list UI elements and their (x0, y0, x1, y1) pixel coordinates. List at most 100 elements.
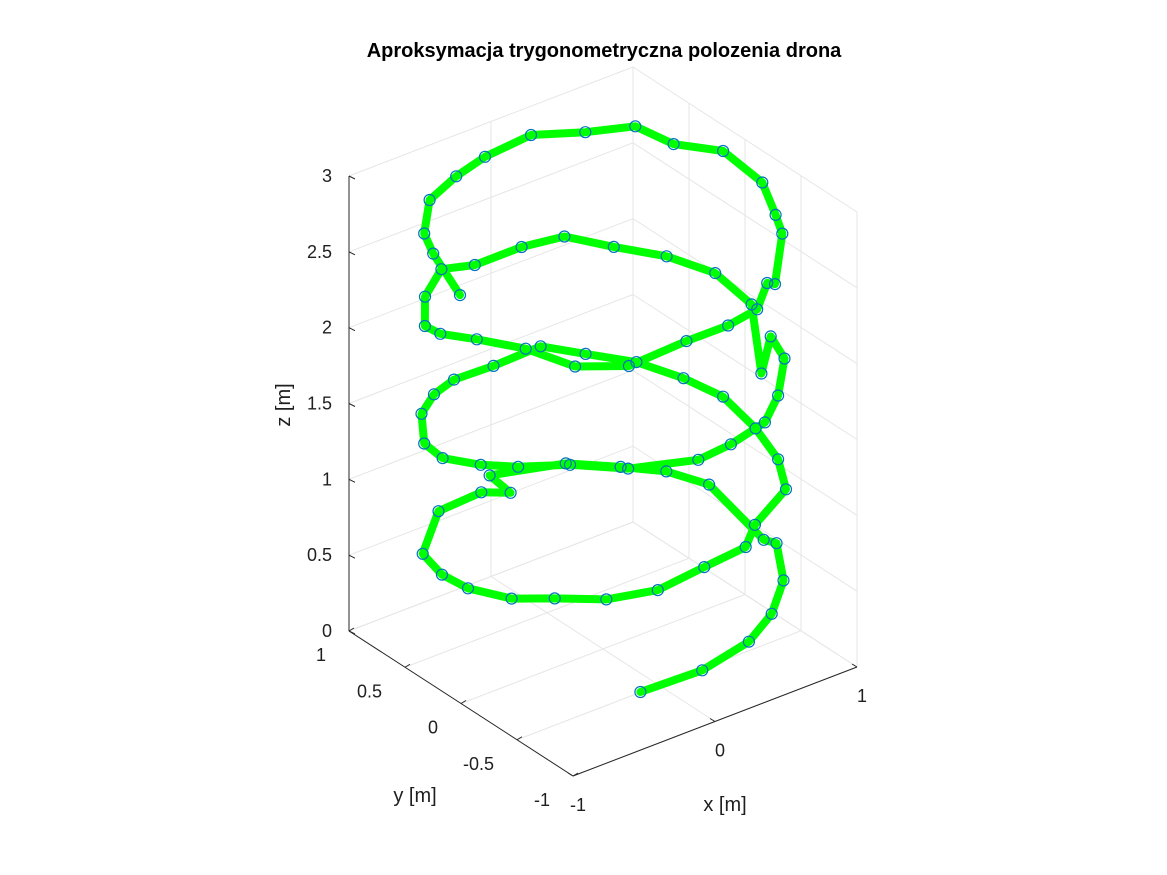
data-point (660, 465, 673, 478)
data-point (776, 227, 789, 240)
x-tick-label: 1 (857, 686, 867, 706)
data-point (614, 460, 627, 473)
data-point (415, 407, 428, 420)
y-tick-mark (348, 627, 355, 632)
data-point (702, 478, 716, 491)
z-tick-label: 3 (322, 166, 332, 186)
data-point (453, 289, 467, 302)
data-point (475, 486, 488, 499)
data-point (418, 437, 431, 450)
grid-line (348, 66, 634, 177)
data-point (447, 373, 461, 386)
data-point (511, 460, 525, 473)
data-point (757, 533, 770, 546)
data-point (770, 537, 783, 550)
y-tick-label: -1 (534, 790, 550, 810)
y-tick-label: 0.5 (357, 681, 382, 701)
data-point (667, 138, 680, 151)
data-point (505, 592, 518, 605)
data-point (651, 583, 664, 597)
data-point (724, 438, 738, 451)
grid-line (348, 142, 634, 253)
data-point (680, 335, 693, 348)
y-tick-mark (516, 736, 523, 741)
data-point (622, 359, 636, 373)
trajectory-line (417, 122, 790, 696)
data-point (416, 547, 429, 560)
grid-line (404, 557, 690, 668)
data-point (579, 347, 592, 360)
data-point (600, 593, 613, 606)
y-tick-label: -0.5 (463, 754, 494, 774)
data-point (450, 170, 463, 183)
grid-line (632, 66, 858, 213)
z-axis-label: z [m] (273, 383, 295, 426)
y-tick-mark (460, 700, 467, 704)
data-point (515, 240, 528, 254)
data-point (758, 416, 772, 429)
z-tick-label: 0 (322, 621, 332, 641)
data-point (435, 568, 449, 581)
data-point (761, 276, 774, 290)
data-point (716, 144, 730, 158)
data-series (415, 120, 793, 699)
data-point (709, 267, 722, 280)
data-point (519, 342, 532, 355)
data-point (487, 359, 500, 372)
data-point (427, 247, 440, 260)
data-point (418, 227, 431, 240)
data-point (563, 458, 577, 471)
data-point (749, 422, 762, 435)
z-tick-label: 2.5 (307, 242, 332, 262)
grid-line (632, 369, 858, 516)
x-tick-mark (567, 772, 574, 777)
data-point (692, 453, 705, 466)
data-point (764, 330, 777, 343)
x-tick-mark (709, 718, 716, 722)
data-point (418, 290, 432, 303)
x-tick-label: -1 (570, 795, 586, 815)
x-axis-label: x [m] (703, 794, 746, 816)
z-tick-mark (348, 175, 356, 180)
z-tick-mark (348, 554, 356, 559)
data-point (739, 540, 752, 554)
data-point (558, 230, 571, 243)
data-point (660, 250, 673, 263)
data-point (504, 486, 517, 499)
grid-line (348, 369, 634, 480)
axes (348, 175, 858, 777)
data-point (751, 303, 764, 316)
tick-labels: -1 0 1 -1 -0.5 0 0.5 1 0 0.5 1 1.5 2 2.5 3 (307, 166, 867, 815)
y-tick-label: 0 (428, 718, 438, 738)
data-point (765, 607, 778, 620)
z-tick-label: 1 (322, 469, 332, 489)
data-point (756, 176, 769, 189)
grid-line (348, 294, 634, 404)
data-point (468, 258, 481, 272)
grid-line (632, 142, 858, 289)
data-point (427, 388, 441, 401)
x-tick-label: 0 (715, 741, 725, 761)
data-point (461, 582, 475, 595)
z-tick-label: 1.5 (307, 394, 332, 414)
data-point (434, 327, 447, 340)
data-point (432, 505, 445, 518)
data-point (607, 240, 620, 253)
data-point (621, 462, 635, 475)
x-tick-mark (851, 663, 858, 668)
data-point (771, 389, 785, 402)
z-tick-label: 2 (322, 318, 332, 338)
data-point (696, 664, 709, 677)
z-tick-label: 0.5 (307, 545, 332, 565)
data-point (435, 263, 448, 276)
data-point (474, 458, 487, 471)
data-point (768, 278, 782, 291)
data-point (698, 560, 711, 574)
data-point (548, 592, 561, 605)
z-tick-mark (348, 403, 356, 407)
data-point (777, 574, 790, 587)
data-point (579, 126, 592, 139)
y-tick-label: 1 (316, 645, 326, 665)
data-point (721, 319, 735, 332)
